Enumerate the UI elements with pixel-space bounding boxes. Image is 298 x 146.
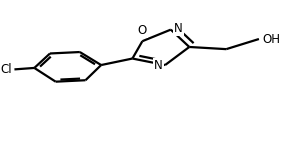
Text: OH: OH [262,33,280,46]
Text: Cl: Cl [1,63,12,76]
Text: N: N [154,59,163,72]
Text: O: O [138,24,147,36]
Text: N: N [174,22,183,35]
